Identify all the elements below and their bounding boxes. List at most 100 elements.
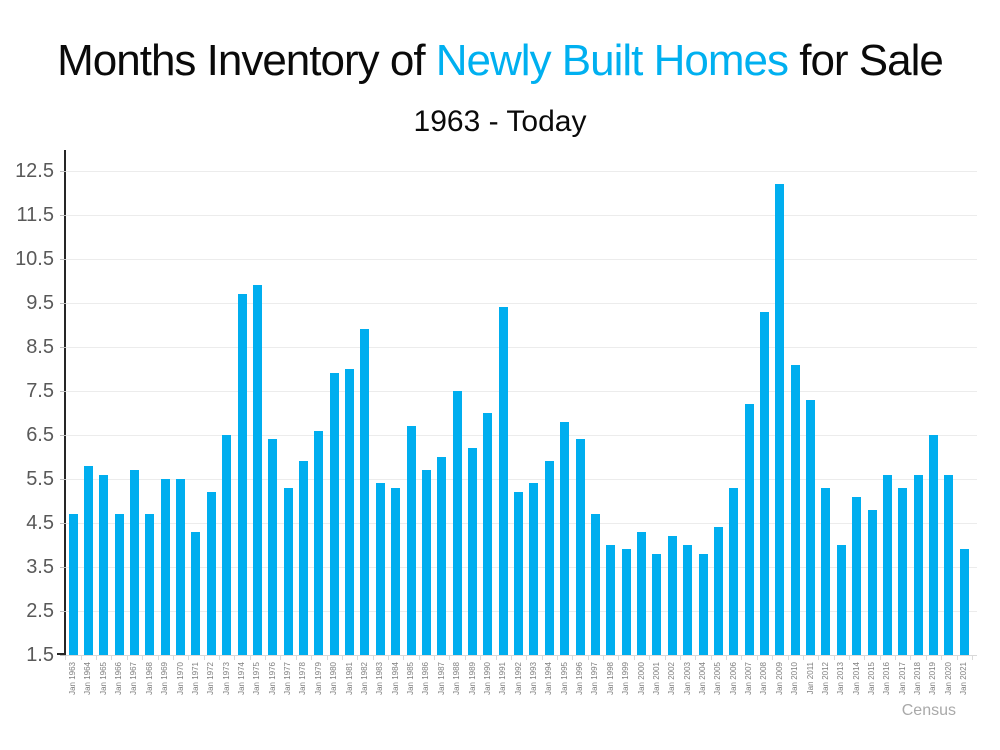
x-axis-label: Jan 2004 xyxy=(698,662,707,695)
bar xyxy=(683,545,693,655)
y-axis-label: 1.5 xyxy=(26,644,54,666)
bar xyxy=(391,487,401,655)
x-axis-label: Jan 2000 xyxy=(636,662,646,695)
x-axis-label: Jan 1967 xyxy=(129,662,139,695)
bar xyxy=(314,430,324,655)
x-axis-tick xyxy=(295,656,297,660)
x-axis-tick xyxy=(971,656,973,660)
bar xyxy=(68,514,78,655)
x-axis-label: Jan 1979 xyxy=(313,662,323,695)
x-axis-tick xyxy=(741,656,743,660)
bar xyxy=(544,461,554,655)
x-axis-tick xyxy=(418,656,420,660)
bar xyxy=(806,399,816,655)
bar xyxy=(99,474,109,655)
bar xyxy=(452,391,462,655)
y-axis-label: 2.5 xyxy=(26,600,54,622)
x-axis-tick xyxy=(787,656,789,660)
bar xyxy=(698,553,708,655)
bar xyxy=(191,531,201,655)
x-axis-tick xyxy=(188,656,190,660)
x-axis-tick xyxy=(879,656,881,660)
x-axis-tick xyxy=(372,656,374,660)
y-axis-tick xyxy=(60,215,66,216)
gridline xyxy=(66,303,977,304)
bar xyxy=(83,465,93,655)
bar xyxy=(867,509,877,655)
y-axis-label: 12.5 xyxy=(15,160,54,182)
x-axis-label: Jan 1995 xyxy=(559,662,569,695)
x-axis-tick xyxy=(910,656,912,660)
gridline xyxy=(66,171,977,172)
bar xyxy=(621,549,631,655)
x-axis-label: Jan 2012 xyxy=(820,662,830,695)
x-axis-tick xyxy=(557,656,559,660)
x-axis-label: Jan 2009 xyxy=(774,662,784,695)
bar xyxy=(637,531,647,655)
x-axis-tick xyxy=(618,656,620,660)
x-axis-tick xyxy=(234,656,236,660)
x-axis-label: Jan 1971 xyxy=(190,662,200,695)
gridline xyxy=(66,215,977,216)
x-axis-tick xyxy=(864,656,866,660)
x-axis-tick xyxy=(587,656,589,660)
x-axis-label: Jan 1991 xyxy=(498,662,508,695)
x-axis-label: Jan 2011 xyxy=(805,662,815,695)
x-axis-tick xyxy=(480,656,482,660)
x-axis-label: Jan 2013 xyxy=(836,662,846,695)
x-axis-tick xyxy=(403,656,405,660)
x-axis-label: Jan 1969 xyxy=(160,662,170,695)
x-axis-label: Jan 2003 xyxy=(682,662,692,695)
y-axis-line xyxy=(64,150,66,655)
bar xyxy=(329,373,339,655)
title-suffix: for Sale xyxy=(788,36,944,85)
y-axis-label: 11.5 xyxy=(16,204,54,226)
x-axis-tick xyxy=(895,656,897,660)
x-axis-tick xyxy=(495,656,497,660)
x-axis-label: Jan 1986 xyxy=(421,662,431,695)
x-axis-tick xyxy=(756,656,758,660)
bar xyxy=(129,470,139,655)
bar xyxy=(360,329,370,655)
x-axis-label: Jan 2021 xyxy=(959,662,969,695)
x-axis-label: Jan 2010 xyxy=(790,662,800,695)
x-axis-label: Jan 1988 xyxy=(452,662,462,695)
x-axis-tick xyxy=(341,656,343,660)
x-axis-label: Jan 1973 xyxy=(221,662,231,695)
y-axis-label: 4.5 xyxy=(26,512,54,534)
x-axis-label: Jan 1974 xyxy=(237,662,247,695)
bar xyxy=(529,483,539,655)
bar xyxy=(667,536,677,655)
bar xyxy=(514,492,524,655)
bar xyxy=(421,470,431,655)
x-axis-tick xyxy=(818,656,820,660)
x-axis-tick xyxy=(265,656,267,660)
bar xyxy=(498,307,508,655)
x-axis-label: Jan 1998 xyxy=(605,662,615,695)
x-axis-tick xyxy=(111,656,113,660)
x-axis-tick xyxy=(848,656,850,660)
x-axis-tick xyxy=(388,656,389,660)
bar xyxy=(928,435,938,655)
bar xyxy=(237,294,247,655)
x-axis-tick xyxy=(218,656,220,660)
x-axis-label: Jan 1997 xyxy=(590,662,600,695)
bar xyxy=(176,479,186,655)
y-axis-tick xyxy=(60,435,66,436)
y-axis-label: 3.5 xyxy=(26,556,54,578)
x-axis-tick xyxy=(249,656,251,660)
x-axis-label: Jan 1989 xyxy=(467,662,477,695)
x-axis-tick xyxy=(925,656,927,660)
title-prefix: Months Inventory of xyxy=(57,36,436,85)
x-axis-label: Jan 2015 xyxy=(867,662,877,695)
x-axis-label: Jan 1985 xyxy=(406,662,416,695)
x-axis-tick xyxy=(572,656,574,660)
x-axis-label: Jan 1966 xyxy=(114,662,124,695)
bar-chart-plot-area: 1.5 2.5 3.5 4.5 5.5 6.5 7.5 8.5 9.5 10.5 11.5 12.5 J… xyxy=(15,150,977,695)
x-axis-tick xyxy=(510,656,512,660)
x-axis-tick xyxy=(710,656,712,660)
bar xyxy=(283,487,293,655)
x-axis-label: Jan 1990 xyxy=(482,662,492,695)
x-axis-label: Jan 1994 xyxy=(544,662,554,695)
